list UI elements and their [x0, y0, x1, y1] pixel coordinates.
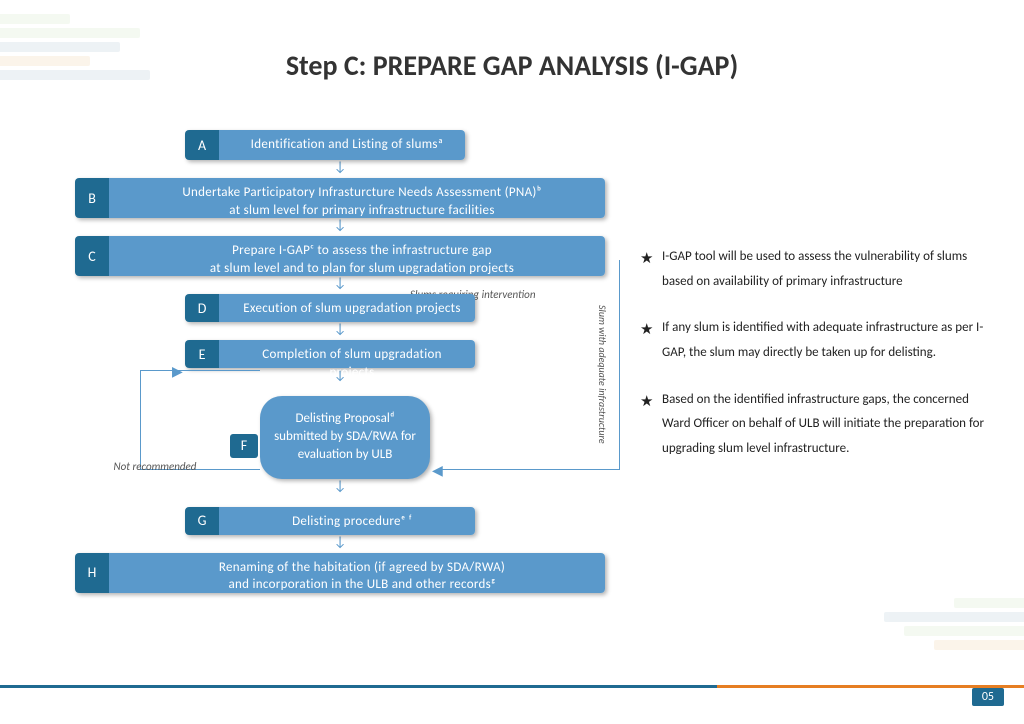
step-e: E Completion of slum upgradation project… [185, 340, 475, 368]
step-a-badge: A [185, 130, 219, 160]
step-f: F Delisting Proposalᵈ submitted by SDA/R… [260, 396, 430, 479]
page-title: Step C: PREPARE GAP ANALYSIS (I-GAP) [0, 48, 1024, 83]
step-h-text: Renaming of the habitation (if agreed by… [109, 553, 605, 593]
step-c-text: Prepare I-GAPᶜ to assess the infrastruct… [109, 236, 605, 276]
note-text: Based on the identified infrastructure g… [662, 392, 984, 456]
arrow-icon: ↓ [60, 322, 620, 340]
note-text: If any slum is identified with adequate … [662, 320, 983, 360]
step-e-text: Completion of slum upgradation projects [219, 340, 475, 368]
step-c: C Prepare I-GAPᶜ to assess the infrastru… [75, 236, 605, 276]
step-b-badge: B [75, 178, 109, 218]
label-adequate-infra: Slum with adequate infrastructure [596, 305, 609, 444]
step-g: G Delisting procedureᵉ ᶠ [185, 507, 475, 535]
step-b: B Undertake Participatory Infrasturcture… [75, 178, 605, 218]
note-item: Based on the identified infrastructure g… [640, 388, 1000, 462]
step-e-badge: E [185, 340, 219, 368]
flowchart: A Identification and Listing of slumsª ↓… [60, 130, 620, 593]
step-d: D Execution of slum upgradation projects [185, 294, 475, 322]
step-a-text: Identification and Listing of slumsª [219, 130, 465, 160]
label-not-recommended: Not recommended [110, 460, 200, 473]
note-item: I-GAP tool will be used to assess the vu… [640, 245, 1000, 294]
note-item: If any slum is identified with adequate … [640, 316, 1000, 365]
connector-c-to-f-bottom [442, 469, 620, 470]
step-h: H Renaming of the habitation (if agreed … [75, 553, 605, 593]
arrow-icon: ↓ [60, 276, 620, 294]
footer-divider [0, 685, 1024, 688]
arrow-icon: ↓ [60, 160, 620, 178]
step-b-text: Undertake Participatory Infrasturcture N… [109, 178, 605, 218]
step-a: A Identification and Listing of slumsª [185, 130, 465, 160]
step-c-badge: C [75, 236, 109, 276]
page-number: 05 [972, 688, 1004, 706]
step-g-text: Delisting procedureᵉ ᶠ [219, 507, 475, 535]
step-g-badge: G [185, 507, 219, 535]
note-text: I-GAP tool will be used to assess the vu… [662, 249, 967, 289]
step-f-badge: F [230, 434, 258, 458]
step-h-badge: H [75, 553, 109, 593]
step-f-text: Delisting Proposalᵈ submitted by SDA/RWA… [274, 411, 416, 462]
step-d-badge: D [185, 294, 219, 322]
bg-decoration-bottom-right [844, 594, 1024, 694]
arrow-icon: ↓ [60, 479, 620, 507]
arrow-icon: ◀ [432, 462, 443, 479]
arrow-icon: ↓ [60, 535, 620, 553]
notes-panel: I-GAP tool will be used to assess the vu… [640, 245, 1000, 484]
step-d-text: Execution of slum upgradation projects [219, 294, 475, 322]
arrow-icon: ↓ [60, 218, 620, 236]
